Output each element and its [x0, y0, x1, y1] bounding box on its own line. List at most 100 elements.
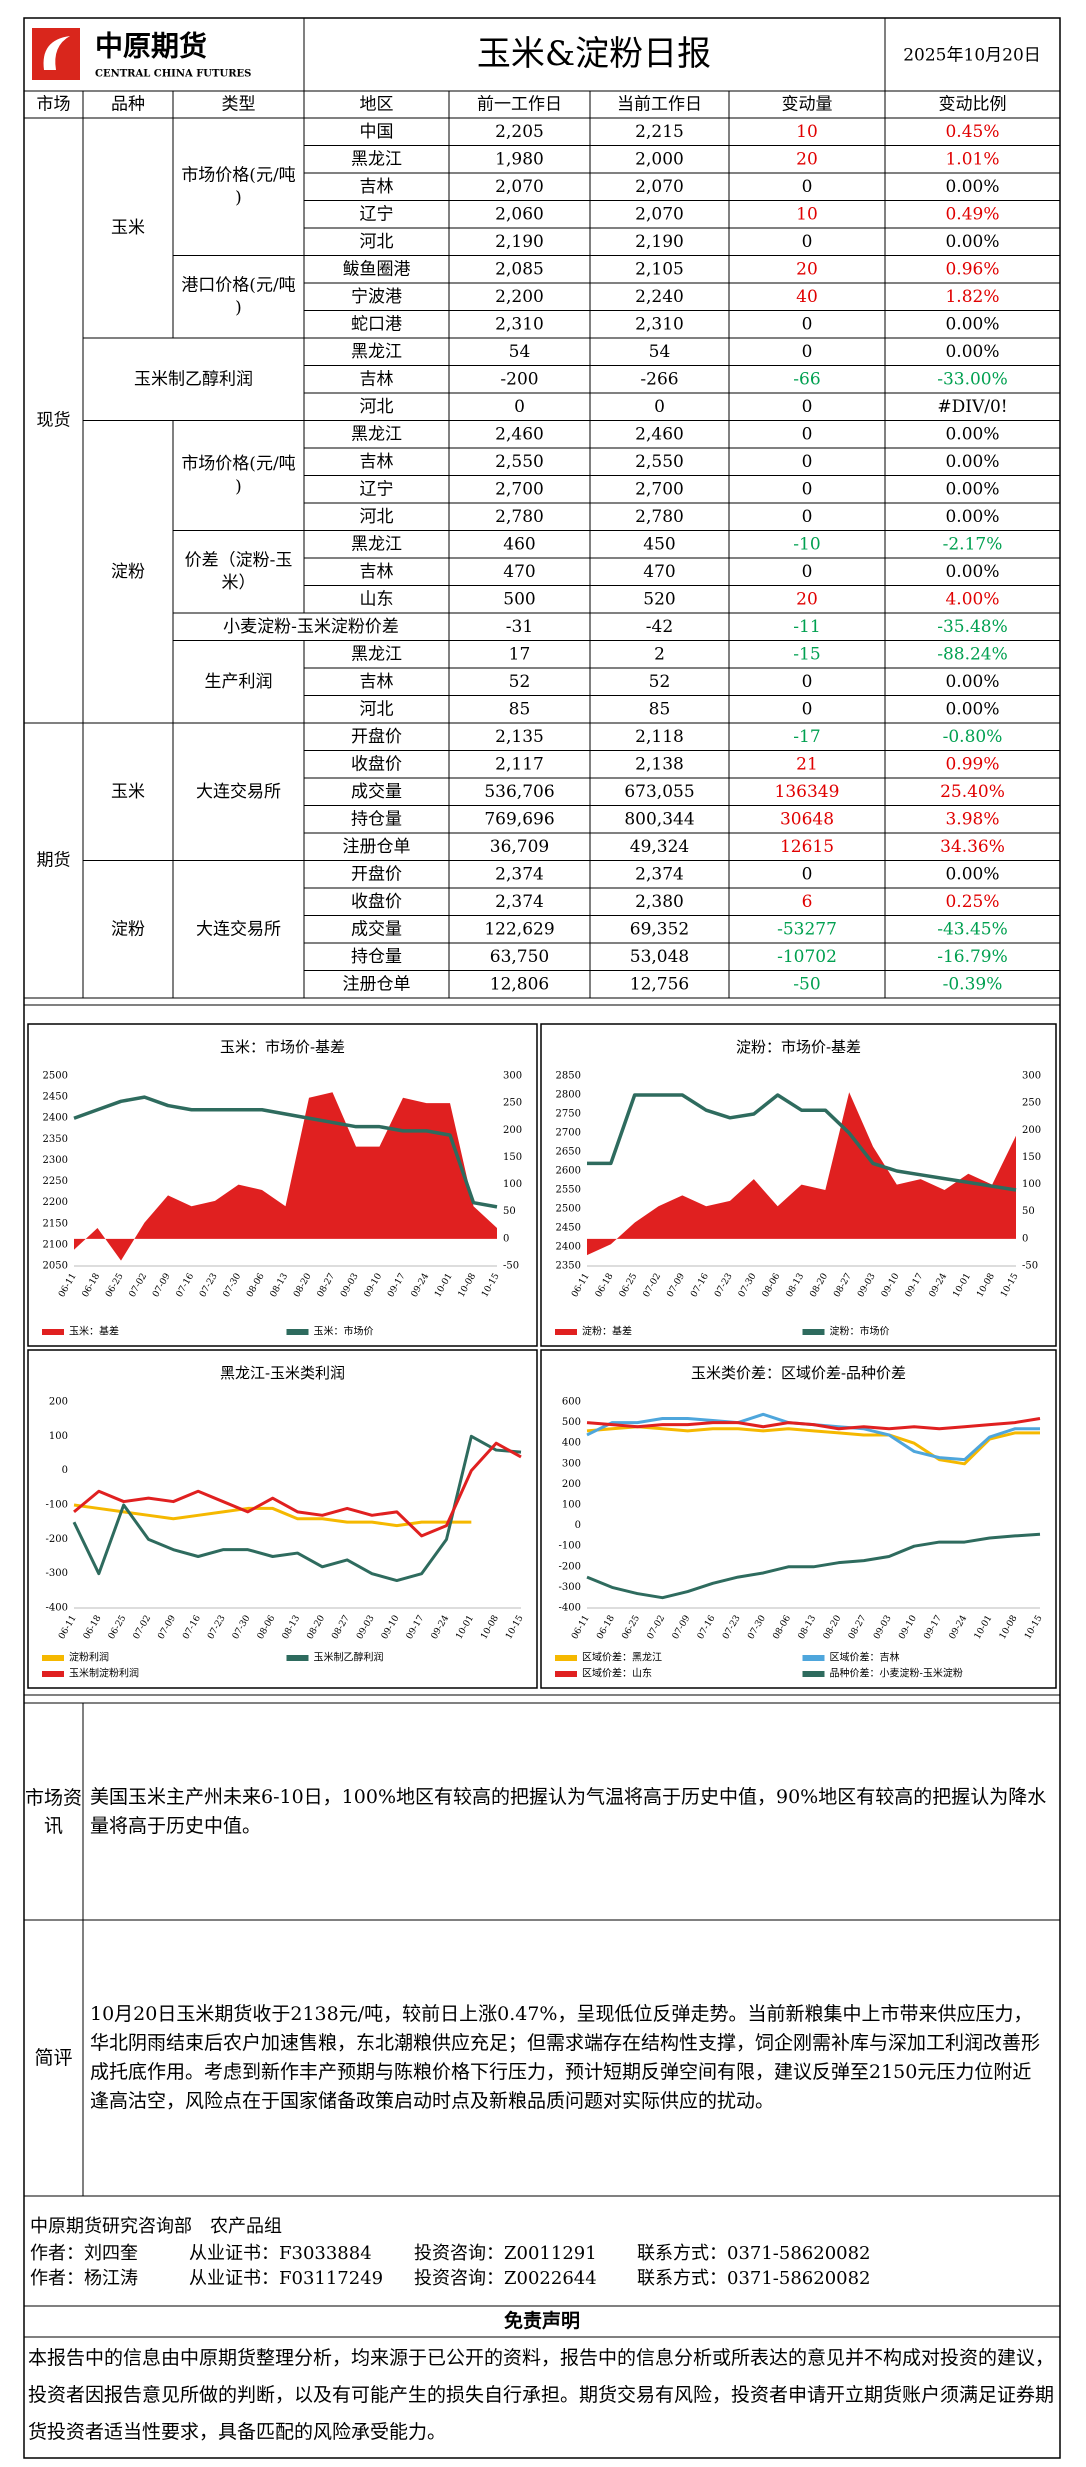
- variety-cell: 玉米制乙醇利润: [134, 369, 253, 389]
- y-tick-label: -100: [559, 1541, 581, 1552]
- chart-title: 玉米：市场价-基差: [220, 1038, 345, 1056]
- legend-swatch: [42, 1671, 64, 1677]
- region-cell: 收盘价: [351, 891, 402, 911]
- region-cell: 鲅鱼圈港: [343, 259, 411, 279]
- value-cell: 0: [802, 176, 813, 196]
- author-field: 联系方式：0371-58620082: [637, 2268, 871, 2289]
- value-cell: 2,460: [495, 424, 544, 444]
- value-cell: 30648: [780, 809, 834, 829]
- value-cell: 800,344: [624, 809, 694, 829]
- y-tick-label: 2550: [556, 1185, 581, 1196]
- y2-tick-label: 300: [503, 1071, 522, 1082]
- value-cell: -42: [646, 616, 673, 636]
- y2-tick-label: 50: [1022, 1206, 1035, 1217]
- value-cell: 0.99%: [945, 754, 999, 774]
- value-cell: -66: [793, 369, 820, 389]
- region-cell: 黑龙江: [351, 424, 402, 444]
- value-cell: 0.00%: [945, 231, 999, 251]
- disclaimer-title: 免责声明: [504, 2309, 580, 2332]
- value-cell: 0.00%: [945, 314, 999, 334]
- value-cell: 0.45%: [945, 121, 999, 141]
- region-cell: 河北: [360, 231, 394, 251]
- section-label: 市场资讯: [24, 1786, 82, 1837]
- y-tick-label: 0: [575, 1520, 581, 1531]
- value-cell: -10702: [777, 946, 837, 966]
- y-tick-label: -200: [559, 1561, 581, 1572]
- value-cell: -33.00%: [937, 369, 1008, 389]
- value-cell: 0: [802, 314, 813, 334]
- region-cell: 开盘价: [351, 864, 402, 884]
- type-cell: 大连交易所: [196, 919, 281, 939]
- line: [73, 1503, 472, 1528]
- legend-swatch: [802, 1329, 825, 1335]
- value-cell: 2,700: [635, 479, 684, 499]
- value-cell: 2,205: [495, 121, 544, 141]
- market-cell: 期货: [37, 850, 71, 870]
- author-field: 投资咨询：Z0022644: [414, 2268, 597, 2289]
- region-cell: 河北: [360, 506, 394, 526]
- y2-tick-label: 150: [503, 1152, 522, 1163]
- y-tick-label: 2800: [556, 1090, 581, 1101]
- y-tick-label: 2350: [43, 1134, 68, 1145]
- value-cell: 769,696: [484, 809, 554, 829]
- value-cell: 2,190: [635, 231, 684, 251]
- value-cell: -88.24%: [937, 644, 1008, 664]
- type-cell: 市场价格(元/吨): [181, 454, 295, 497]
- y-tick-label: -200: [46, 1534, 68, 1545]
- column-header: 变动比例: [939, 94, 1007, 114]
- value-cell: -31: [506, 616, 533, 636]
- column-header: 市场: [37, 94, 71, 114]
- y-tick-label: 2750: [556, 1109, 581, 1120]
- table-cell: [23, 722, 84, 999]
- chart-title: 黑龙江-玉米类利润: [220, 1364, 345, 1382]
- region-cell: 辽宁: [360, 479, 394, 499]
- author-field: 作者：杨江涛: [30, 2268, 138, 2289]
- review-text: 10月20日玉米期货收于2138元/吨，较前日上涨0.47%，呈现低位反弹走势。…: [90, 2003, 1041, 2112]
- variety-cell: 淀粉: [111, 561, 145, 581]
- y2-tick-label: 250: [503, 1098, 522, 1109]
- y-tick-label: 2500: [43, 1071, 68, 1082]
- page-frame: [23, 17, 1061, 2459]
- legend-label: 玉米制乙醇利润: [314, 1651, 384, 1664]
- chart-title: 玉米类价差：区域价差-品种价差: [691, 1364, 906, 1382]
- value-cell: 1.01%: [945, 149, 999, 169]
- y-tick-label: 2700: [556, 1128, 581, 1139]
- y2-tick-label: -50: [1022, 1261, 1038, 1272]
- legend-label: 淀粉利润: [69, 1651, 109, 1664]
- y-tick-label: 500: [562, 1417, 581, 1428]
- value-cell: 450: [643, 534, 675, 554]
- value-cell: 500: [503, 589, 535, 609]
- value-cell: 2,550: [495, 451, 544, 471]
- y-tick-label: 2350: [556, 1261, 581, 1272]
- value-cell: -17: [793, 726, 820, 746]
- value-cell: 54: [649, 341, 671, 361]
- value-cell: -16.79%: [937, 946, 1008, 966]
- author-field: 从业证书：F03117249: [189, 2268, 383, 2289]
- logo-swirl: [43, 36, 70, 70]
- line: [586, 1532, 1041, 1600]
- value-cell: -2.17%: [943, 534, 1003, 554]
- legend-label: 区域价差：吉林: [830, 1651, 900, 1664]
- value-cell: -15: [793, 644, 820, 664]
- value-cell: 52: [649, 671, 671, 691]
- y-tick-label: 2500: [556, 1204, 581, 1215]
- value-cell: 0.96%: [945, 259, 999, 279]
- value-cell: 2,550: [635, 451, 684, 471]
- value-cell: 10: [796, 204, 818, 224]
- type-cell: 市场价格(元/吨): [181, 165, 295, 208]
- legend-label: 区域价差：山东: [582, 1667, 652, 1680]
- value-cell: 2,780: [635, 506, 684, 526]
- table-cell: [884, 970, 1061, 999]
- area: [74, 1092, 497, 1261]
- y2-tick-label: 200: [1022, 1125, 1041, 1136]
- region-cell: 河北: [360, 699, 394, 719]
- value-cell: -50: [793, 974, 820, 994]
- y-tick-label: 2450: [43, 1092, 68, 1103]
- region-cell: 吉林: [360, 671, 394, 691]
- legend-label: 品种价差：小麦淀粉-玉米淀粉: [830, 1667, 963, 1680]
- legend-label: 玉米制淀粉利润: [69, 1667, 139, 1680]
- value-cell: 0: [802, 424, 813, 444]
- y-tick-label: 2200: [43, 1197, 68, 1208]
